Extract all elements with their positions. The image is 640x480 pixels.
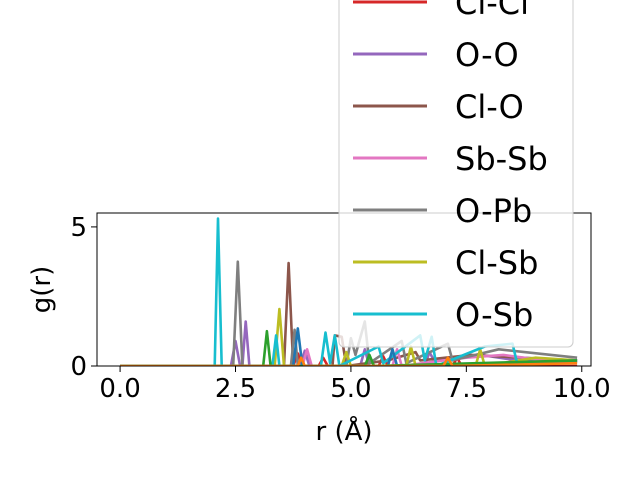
legend-label-o-pb: O-Pb	[455, 192, 532, 230]
legend-box	[338, 0, 574, 348]
legend: Cl-Cl O-O Cl-O Sb-Sb O-Pb Cl-Sb O-Sb	[338, 0, 574, 348]
x-tick-label: 2.5	[215, 374, 256, 404]
legend-label-cl-cl: Cl-Cl	[455, 0, 529, 22]
plot-area	[120, 217, 578, 366]
x-tick-label: 7.5	[446, 374, 487, 404]
legend-label-cl-o: Cl-O	[455, 88, 524, 126]
series-line-cl-sb	[120, 307, 578, 366]
axis-ticks: 0.0 2.5 5.0 7.5 10.0 0 5	[70, 213, 610, 404]
x-axis-label: r (Å)	[315, 415, 372, 447]
x-tick-label: 5.0	[330, 374, 371, 404]
legend-label-o-sb: O-Sb	[455, 296, 533, 334]
x-tick-label: 10.0	[553, 374, 611, 404]
y-tick-label: 5	[70, 213, 87, 243]
y-axis-label: g(r)	[27, 266, 57, 313]
series-line-sb-sb	[120, 347, 578, 366]
series-line-unlabeled-9	[120, 356, 578, 366]
legend-label-cl-sb: Cl-Sb	[455, 244, 538, 282]
x-tick-label: 0.0	[99, 374, 140, 404]
series-line-o-sb	[120, 217, 578, 366]
legend-label-o-o: O-O	[455, 36, 519, 74]
series-line-unlabeled-8	[120, 329, 578, 366]
series-line-unlabeled-7	[120, 327, 578, 366]
y-tick-label: 0	[70, 352, 87, 382]
legend-label-sb-sb: Sb-Sb	[455, 140, 548, 178]
